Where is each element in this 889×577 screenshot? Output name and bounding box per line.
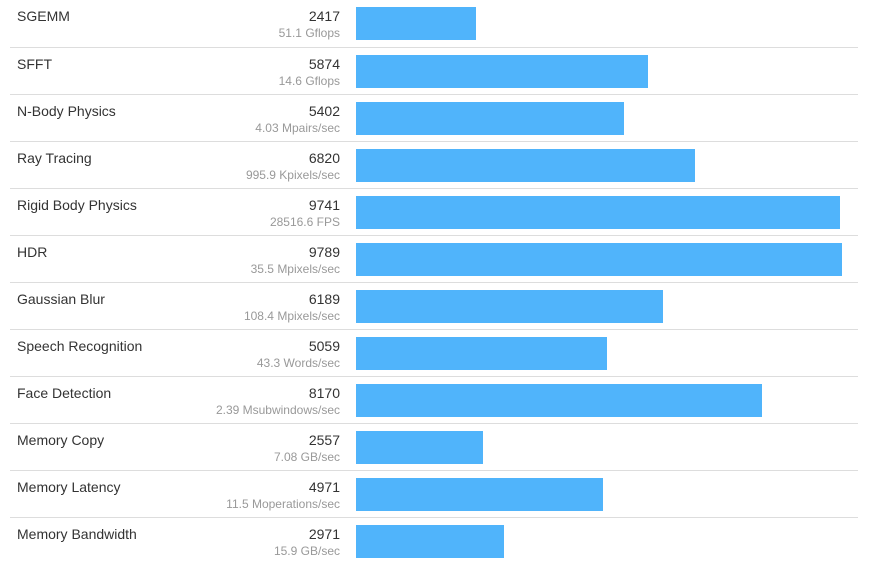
benchmark-bar — [356, 384, 762, 417]
benchmark-score: 5874 — [308, 56, 340, 72]
benchmark-label: SGEMM — [17, 8, 70, 24]
benchmark-row: Memory Bandwidth 2971 15.9 GB/sec — [10, 517, 858, 564]
benchmark-score: 8170 — [308, 385, 340, 401]
benchmark-row: SFFT 5874 14.6 Gflops — [10, 47, 858, 94]
benchmark-row: HDR 9789 35.5 Mpixels/sec — [10, 235, 858, 282]
benchmark-row: N-Body Physics 5402 4.03 Mpairs/sec — [10, 94, 858, 141]
benchmark-metric: 51.1 Gflops — [278, 26, 340, 40]
benchmark-label: Speech Recognition — [17, 338, 143, 354]
benchmark-label: Gaussian Blur — [17, 291, 105, 307]
benchmark-label: Memory Copy — [17, 432, 105, 448]
benchmark-score: 4971 — [308, 479, 340, 495]
benchmark-bar — [356, 478, 603, 511]
benchmark-label: Rigid Body Physics — [17, 197, 137, 213]
benchmark-metric: 28516.6 FPS — [269, 215, 340, 229]
benchmark-score: 2417 — [308, 8, 340, 24]
benchmark-row: Memory Latency 4971 11.5 Moperations/sec — [10, 470, 858, 517]
benchmark-bar — [356, 102, 624, 135]
benchmark-score: 9741 — [308, 197, 340, 213]
benchmark-metric: 108.4 Mpixels/sec — [243, 309, 340, 323]
benchmark-row: SGEMM 2417 51.1 Gflops — [10, 0, 858, 47]
benchmark-bar — [356, 55, 648, 88]
benchmark-score: 6189 — [308, 291, 340, 307]
benchmark-score: 6820 — [308, 150, 340, 166]
benchmark-label: Memory Latency — [17, 479, 121, 495]
benchmark-metric: 7.08 GB/sec — [273, 450, 340, 464]
benchmark-metric: 14.6 Gflops — [278, 74, 340, 88]
benchmark-bar — [356, 431, 483, 464]
benchmark-row: Rigid Body Physics 9741 28516.6 FPS — [10, 188, 858, 235]
benchmark-label: N-Body Physics — [17, 103, 116, 119]
benchmark-score: 2971 — [308, 526, 340, 542]
benchmark-metric: 43.3 Words/sec — [256, 356, 340, 370]
benchmark-row: Ray Tracing 6820 995.9 Kpixels/sec — [10, 141, 858, 188]
benchmark-metric: 35.5 Mpixels/sec — [250, 262, 340, 276]
benchmark-bar — [356, 337, 607, 370]
benchmark-label: SFFT — [17, 56, 52, 72]
benchmark-bar — [356, 243, 842, 276]
benchmark-bar — [356, 7, 476, 40]
benchmark-label: Ray Tracing — [17, 150, 92, 166]
benchmark-bar — [356, 196, 840, 229]
benchmark-row: Speech Recognition 5059 43.3 Words/sec — [10, 329, 858, 376]
benchmark-metric: 4.03 Mpairs/sec — [255, 121, 340, 135]
benchmark-bar — [356, 149, 695, 182]
benchmark-label: Face Detection — [17, 385, 112, 401]
benchmark-metric: 11.5 Moperations/sec — [226, 497, 340, 511]
benchmark-metric: 15.9 GB/sec — [273, 544, 340, 558]
benchmark-label: HDR — [17, 244, 48, 260]
benchmark-row: Face Detection 8170 2.39 Msubwindows/sec — [10, 376, 858, 423]
benchmark-row: Memory Copy 2557 7.08 GB/sec — [10, 423, 858, 470]
benchmark-metric: 995.9 Kpixels/sec — [245, 168, 340, 182]
benchmark-label: Memory Bandwidth — [17, 526, 137, 542]
benchmark-score: 9789 — [308, 244, 340, 260]
benchmark-score: 2557 — [308, 432, 340, 448]
benchmark-row: Gaussian Blur 6189 108.4 Mpixels/sec — [10, 282, 858, 329]
benchmark-bar — [356, 290, 663, 323]
benchmark-bar — [356, 525, 504, 558]
benchmark-score: 5059 — [308, 338, 340, 354]
benchmark-metric: 2.39 Msubwindows/sec — [215, 403, 340, 417]
benchmark-score: 5402 — [308, 103, 340, 119]
